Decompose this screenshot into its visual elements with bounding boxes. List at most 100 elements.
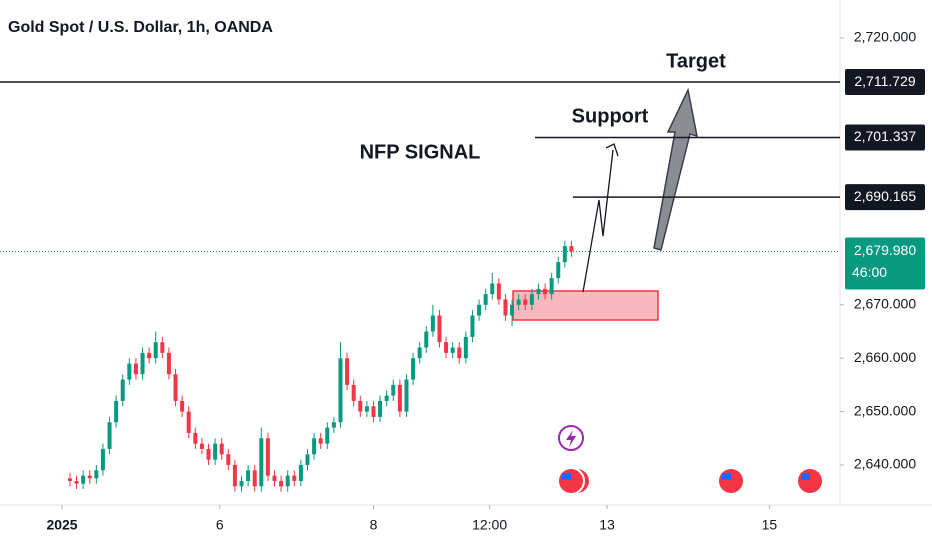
- candle-body: [67, 478, 72, 481]
- candle-body: [206, 448, 211, 460]
- candle-body: [543, 288, 548, 295]
- candle-body: [87, 475, 92, 479]
- current-price-box: [845, 237, 925, 290]
- candle-body: [180, 400, 185, 412]
- chart-title: Gold Spot / U.S. Dollar, 1h, OANDA: [8, 19, 273, 36]
- candle-body: [384, 395, 389, 401]
- candle-body: [470, 315, 475, 337]
- countdown: 46:00: [852, 264, 887, 280]
- candle-body: [312, 438, 317, 455]
- candle-body: [147, 352, 152, 359]
- candle-body: [279, 480, 284, 487]
- candle-body: [338, 358, 343, 423]
- event-icon: [566, 430, 576, 447]
- candle-body: [411, 358, 416, 380]
- candle-body: [318, 438, 323, 444]
- candle-body: [569, 246, 574, 252]
- candle-body: [265, 438, 270, 476]
- candle-body: [166, 352, 171, 375]
- zone-box: [512, 290, 659, 321]
- candle-body: [457, 347, 462, 359]
- x-tick-label: 15: [762, 517, 778, 533]
- candle-body: [483, 294, 488, 305]
- candle-body: [364, 406, 369, 412]
- event-icon: [557, 467, 585, 495]
- candle-body: [556, 262, 561, 279]
- path-arrow: [582, 149, 614, 293]
- price-label-box: [845, 184, 925, 211]
- y-tick-label: 2,640.000: [854, 456, 916, 472]
- candle-body: [549, 278, 554, 295]
- candle-body: [226, 454, 231, 465]
- price-label: 2,690.165: [854, 188, 916, 204]
- candle-body: [252, 470, 257, 487]
- candle-body: [391, 384, 396, 396]
- candle-body: [371, 406, 376, 417]
- candle-body: [74, 480, 79, 484]
- candle-body: [523, 299, 528, 305]
- candle-body: [444, 342, 449, 353]
- price-label: 2,701.337: [854, 128, 916, 144]
- candle-body: [298, 464, 303, 481]
- candle-body: [114, 400, 119, 423]
- candle-body: [232, 464, 237, 487]
- candle-body: [199, 443, 204, 449]
- annotation: Support: [572, 105, 649, 127]
- candle-body: [417, 347, 422, 359]
- y-tick-label: 2,670.000: [854, 296, 916, 312]
- candle-body: [536, 288, 541, 295]
- candle-body: [120, 379, 125, 401]
- candle-body: [213, 443, 218, 460]
- annotation: NFP SIGNAL: [360, 141, 481, 163]
- candle-body: [477, 304, 482, 316]
- candle-body: [173, 374, 178, 401]
- candle-body: [94, 470, 99, 479]
- candle-body: [496, 283, 501, 300]
- candle-body: [490, 283, 495, 295]
- candle-body: [516, 299, 521, 305]
- candle-body: [285, 475, 290, 487]
- event-icon: [796, 467, 824, 495]
- current-price-label: 2,679.980: [854, 242, 916, 258]
- candle-body: [503, 299, 508, 316]
- event-icon: [801, 473, 810, 480]
- candle-body: [127, 363, 132, 380]
- x-tick-label: 2025: [46, 517, 77, 533]
- candle-body: [562, 246, 567, 263]
- candle-body: [450, 347, 455, 353]
- candle-body: [437, 315, 442, 343]
- price-label: 2,711.729: [854, 73, 915, 89]
- candle-body: [140, 352, 145, 375]
- candle-body: [246, 470, 251, 481]
- annotation: Target: [666, 50, 726, 72]
- candle-body: [133, 363, 138, 375]
- candle-body: [219, 443, 224, 455]
- candle-body: [397, 384, 402, 412]
- candle-body: [259, 438, 264, 487]
- candle-body: [292, 475, 297, 481]
- price-label-box: [845, 124, 925, 151]
- price-label-box: [845, 69, 925, 96]
- candle-body: [153, 342, 158, 359]
- candle-body: [81, 475, 86, 484]
- event-icon: [562, 473, 571, 480]
- candle-body: [351, 384, 356, 401]
- y-tick-label: 2,660.000: [854, 349, 916, 365]
- candle-body: [463, 336, 468, 359]
- candle-body: [193, 432, 198, 444]
- candle-body: [331, 422, 336, 428]
- candle-body: [529, 294, 534, 305]
- candle-body: [378, 400, 383, 417]
- candle-body: [358, 400, 363, 412]
- candle-body: [510, 304, 515, 316]
- candle-body: [160, 342, 165, 353]
- candle-body: [272, 475, 277, 481]
- event-icon: [722, 473, 731, 480]
- x-tick-label: 8: [370, 517, 378, 533]
- arrow-head: [605, 143, 619, 157]
- candle-body: [239, 480, 244, 487]
- candle-body: [430, 315, 435, 332]
- candle-body: [325, 427, 330, 444]
